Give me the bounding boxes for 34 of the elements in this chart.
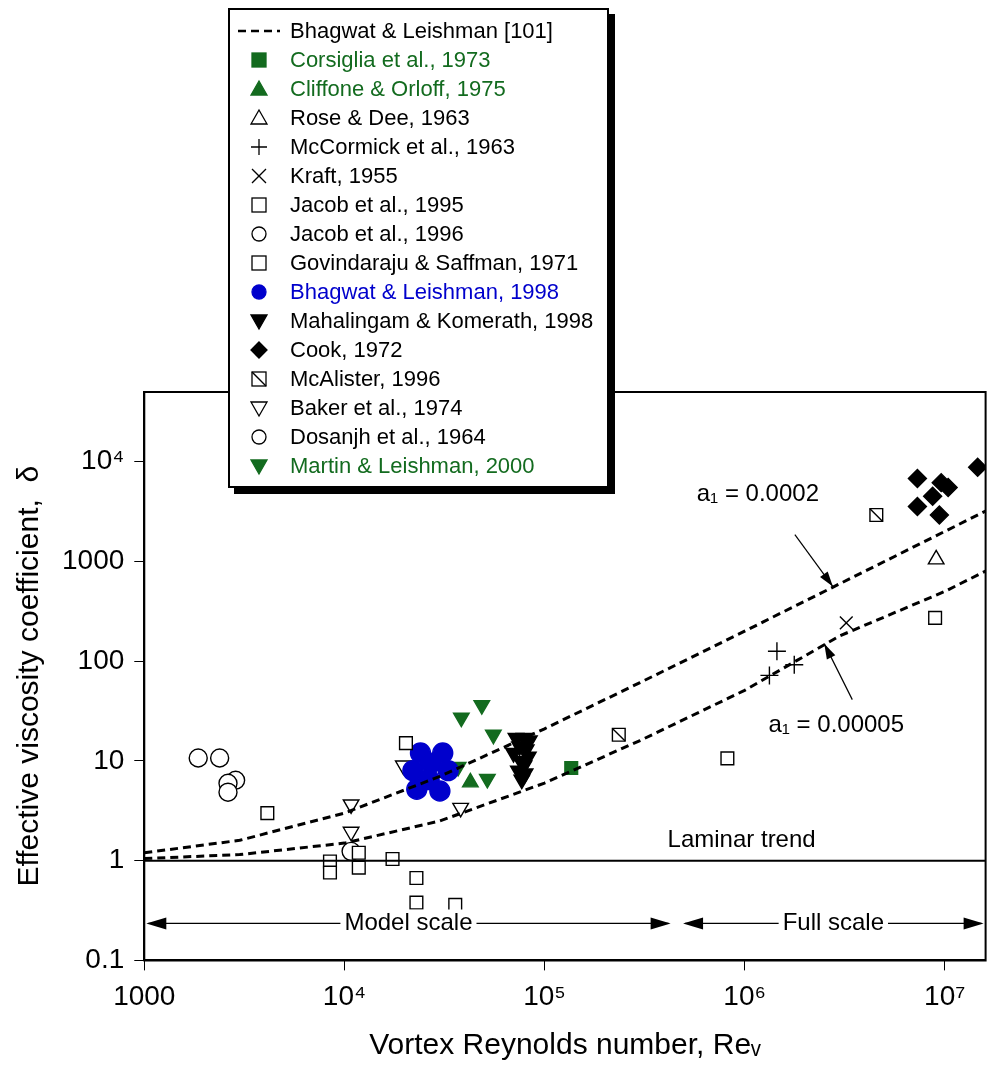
legend-label: Martin & Leishman, 2000 xyxy=(290,452,535,479)
legend-label: Cook, 1972 xyxy=(290,336,403,363)
annotation: Model scale xyxy=(344,908,473,936)
y-tick-label: 1000 xyxy=(61,544,125,576)
legend-label: Jacob et al., 1995 xyxy=(290,191,464,218)
legend-label: McAlister, 1996 xyxy=(290,365,441,392)
x-tick-label: 10⁶ xyxy=(723,979,766,1011)
legend-label: Dosanjh et al., 1964 xyxy=(290,423,486,450)
legend-label: Govindaraju & Saffman, 1971 xyxy=(290,249,579,276)
y-tick-label: 0.1 xyxy=(85,943,125,975)
legend-label: Baker et al., 1974 xyxy=(290,394,463,421)
legend-label: McCormick et al., 1963 xyxy=(290,133,515,160)
x-tick-label: 1000 xyxy=(113,979,176,1011)
legend-label: Jacob et al., 1996 xyxy=(290,220,464,247)
y-axis-title: Effective viscosity coefficient, δ xyxy=(11,465,45,887)
annotation: Full scale xyxy=(782,908,885,936)
legend-label: Mahalingam & Komerath, 1998 xyxy=(290,307,594,334)
legend-label: Cliffone & Orloff, 1975 xyxy=(290,75,506,102)
legend-label: Corsiglia et al., 1973 xyxy=(290,46,491,73)
annotation: a₁ = 0.0002 xyxy=(696,479,819,507)
legend-label: Kraft, 1955 xyxy=(290,162,398,189)
x-tick-label: 10⁷ xyxy=(924,979,966,1011)
x-tick-label: 10⁵ xyxy=(523,979,566,1011)
legend-label: Rose & Dee, 1963 xyxy=(290,104,470,131)
annotation: a₁ = 0.00005 xyxy=(768,710,905,738)
x-tick-label: 10⁴ xyxy=(322,979,366,1011)
legend-label: Bhagwat & Leishman, 1998 xyxy=(290,278,560,305)
y-tick-label: 10⁴ xyxy=(81,444,125,476)
legend-label: Bhagwat & Leishman [101] xyxy=(290,17,553,44)
y-tick-label: 10 xyxy=(93,743,125,775)
ref-line-label: Laminar trend xyxy=(667,825,816,853)
x-axis-title: Vortex Reynolds number, Reᵥ xyxy=(369,1027,762,1061)
y-tick-label: 100 xyxy=(77,643,125,675)
y-tick-label: 1 xyxy=(108,843,125,875)
